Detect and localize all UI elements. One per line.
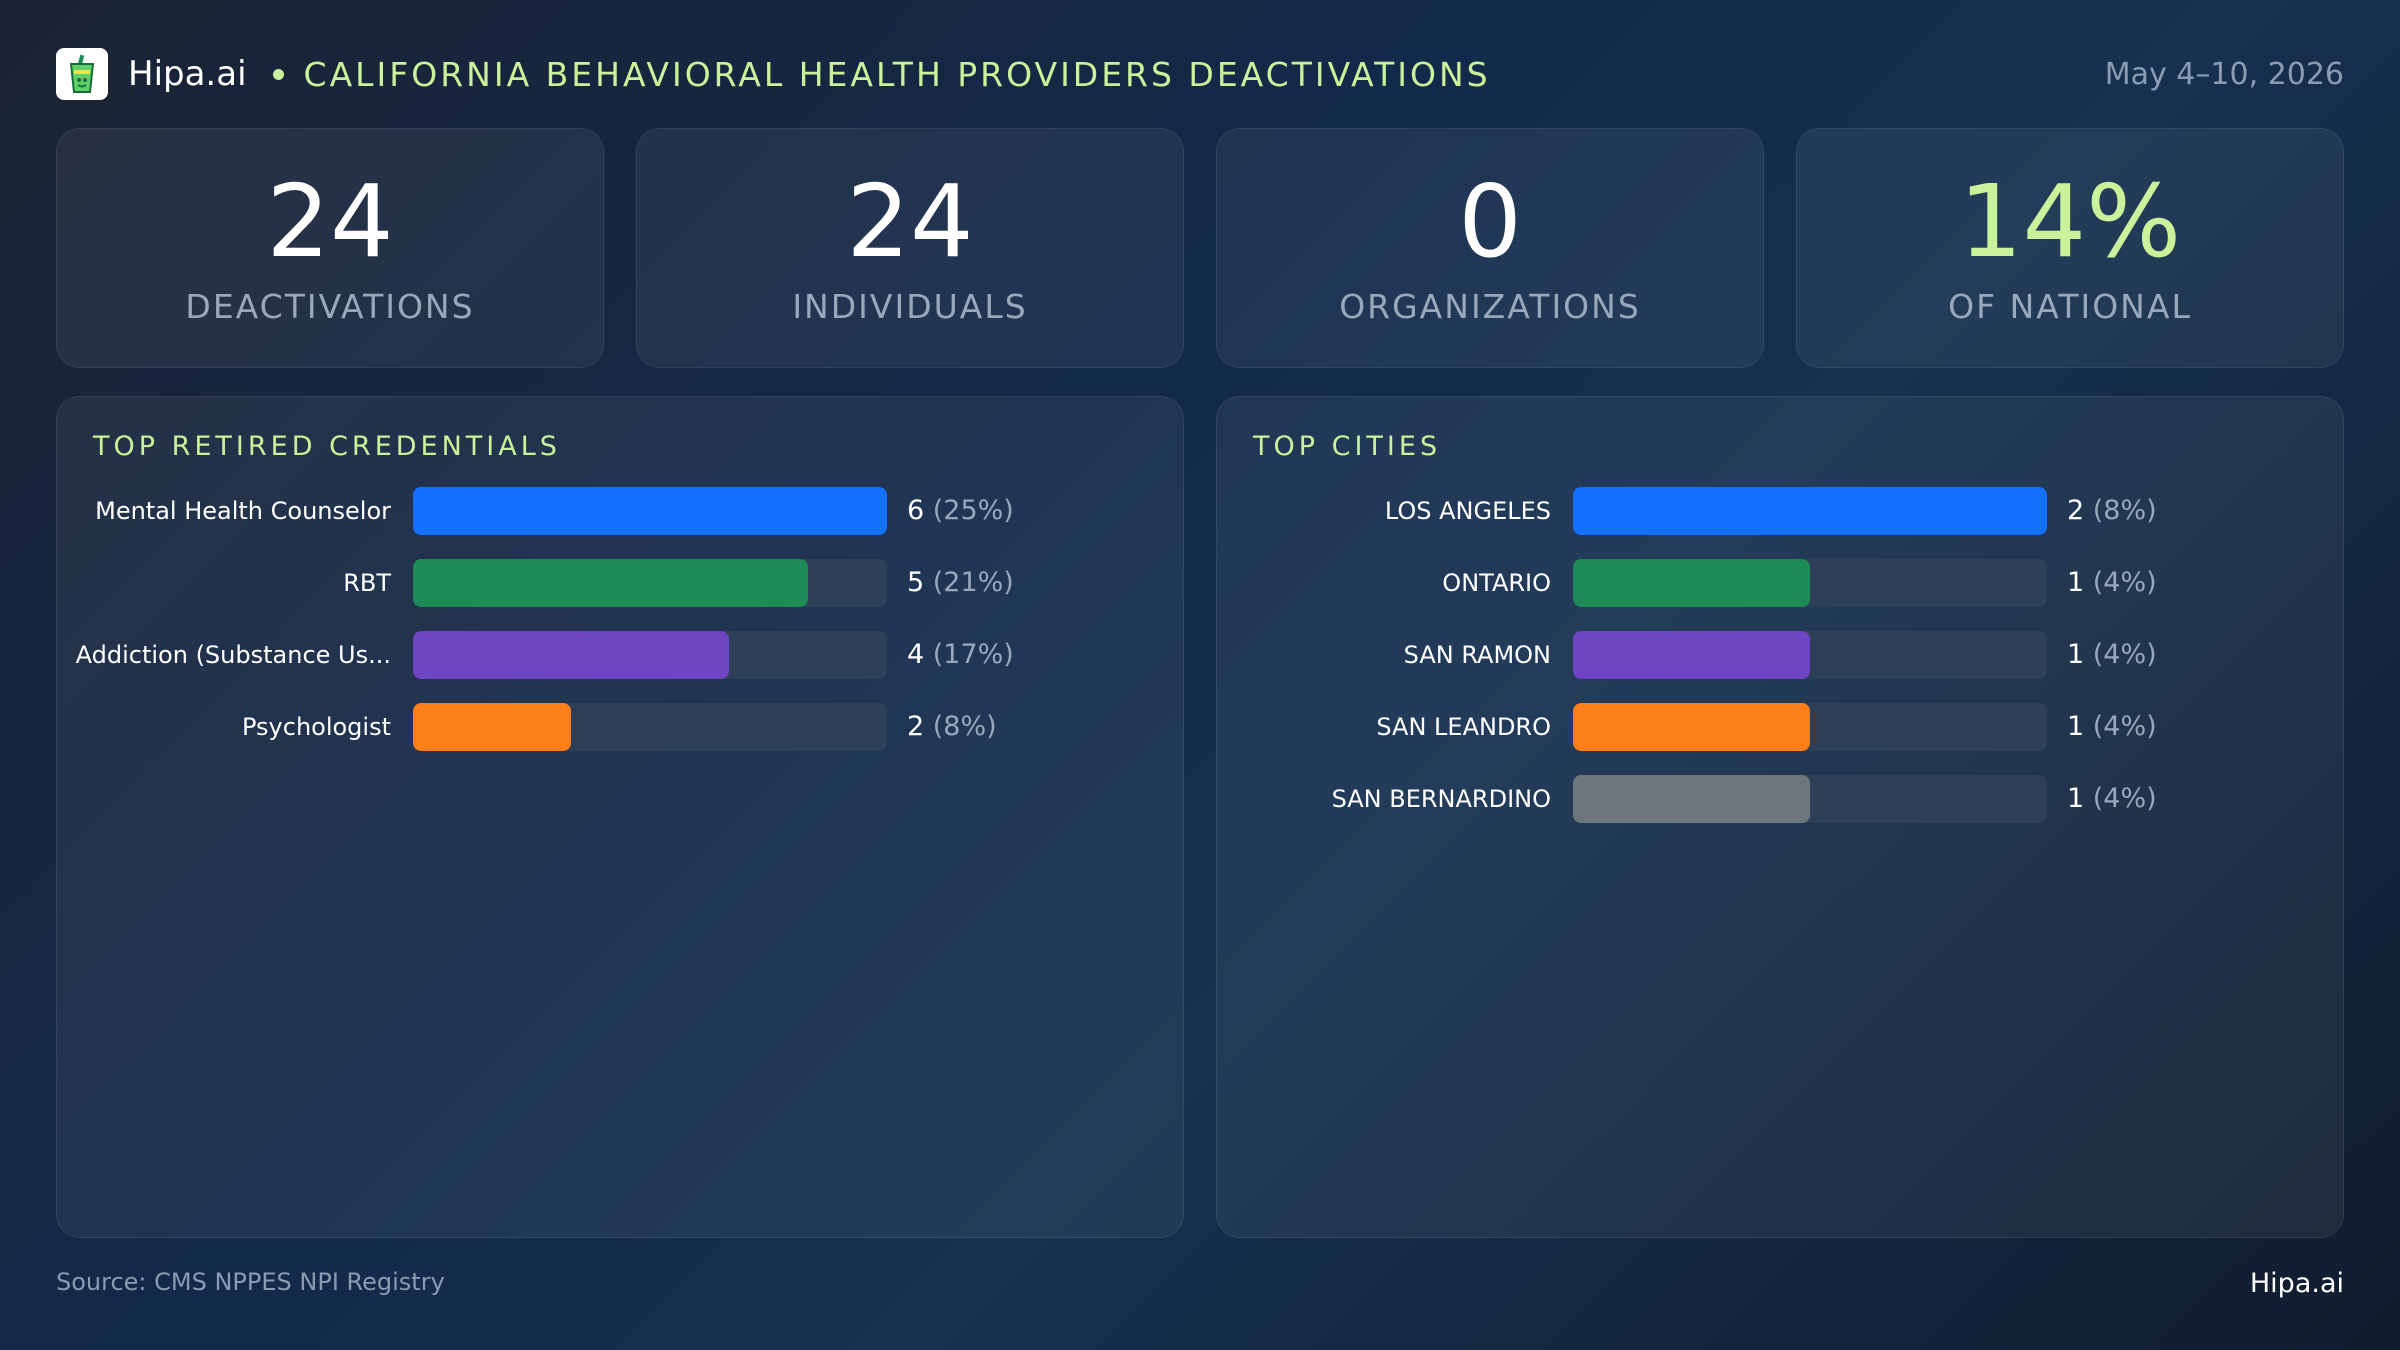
page-title: CALIFORNIA BEHAVIORAL HEALTH PROVIDERS D… — [303, 54, 1491, 94]
separator-dot — [272, 68, 284, 80]
bar-value-label: 6 (25%) — [907, 487, 1014, 535]
bar-track — [1573, 559, 2047, 607]
bar-label: LOS ANGELES — [1384, 497, 1551, 525]
bar-percent: (17%) — [932, 639, 1014, 670]
bar-value-label: 5 (21%) — [907, 559, 1014, 607]
panel-title: TOP RETIRED CREDENTIALS — [93, 431, 561, 462]
bar-value: 1 — [2067, 783, 2093, 814]
bar-value-label: 2 (8%) — [907, 703, 997, 751]
bar — [1573, 487, 2047, 535]
bar-percent: (4%) — [2092, 639, 2157, 670]
kpi-label: INDIVIDUALS — [792, 287, 1028, 326]
kpi-card-individuals: 24 INDIVIDUALS — [636, 128, 1184, 368]
bar — [413, 559, 808, 607]
footer-brand: Hipa.ai — [2249, 1268, 2344, 1299]
kpi-label: OF NATIONAL — [1948, 287, 2192, 326]
bar-row: RBT 5 (21%) — [57, 559, 1183, 607]
bar-track — [413, 631, 887, 679]
header: Hipa.ai CALIFORNIA BEHAVIORAL HEALTH PRO… — [56, 46, 2344, 102]
kpi-label: DEACTIVATIONS — [185, 287, 475, 326]
bar-label: ONTARIO — [1442, 569, 1551, 597]
bar-value-label: 2 (8%) — [2067, 487, 2157, 535]
bar-row: SAN BERNARDINO 1 (4%) — [1217, 775, 2343, 823]
bar-label: SAN LEANDRO — [1376, 713, 1551, 741]
bar-row: Psychologist 2 (8%) — [57, 703, 1183, 751]
bar-track — [1573, 631, 2047, 679]
bar-percent: (4%) — [2092, 783, 2157, 814]
bar-value-label: 1 (4%) — [2067, 559, 2157, 607]
bar-value: 4 — [907, 639, 933, 670]
bar-value: 2 — [2067, 495, 2093, 526]
bar-percent: (4%) — [2092, 567, 2157, 598]
bar-value-label: 4 (17%) — [907, 631, 1014, 679]
cup-icon — [69, 54, 95, 93]
bar-value-label: 1 (4%) — [2067, 703, 2157, 751]
source-note: Source: CMS NPPES NPI Registry — [56, 1268, 445, 1296]
bar — [1573, 775, 1810, 823]
bar — [413, 487, 887, 535]
bar-label: RBT — [343, 569, 391, 597]
bar-row: LOS ANGELES 2 (8%) — [1217, 487, 2343, 535]
kpi-card-organizations: 0 ORGANIZATIONS — [1216, 128, 1764, 368]
bar-value: 5 — [907, 567, 933, 598]
bar-percent: (4%) — [2092, 711, 2157, 742]
bar-value: 2 — [907, 711, 933, 742]
bar-row: Addiction (Substance Us... 4 (17%) — [57, 631, 1183, 679]
bar-label: Psychologist — [241, 713, 391, 741]
bar — [1573, 559, 1810, 607]
cities-panel: TOP CITIES LOS ANGELES 2 (8%) ONTARIO 1 (4%… — [1216, 396, 2344, 1238]
bar-value-label: 1 (4%) — [2067, 775, 2157, 823]
bar-track — [1573, 487, 2047, 535]
bar-value-label: 1 (4%) — [2067, 631, 2157, 679]
bar-value: 1 — [2067, 567, 2093, 598]
bar-percent: (8%) — [932, 711, 997, 742]
bar-value: 1 — [2067, 711, 2093, 742]
bar-label: Mental Health Counselor — [95, 497, 391, 525]
bar-value: 6 — [907, 495, 933, 526]
bar-track — [1573, 703, 2047, 751]
bar-value: 1 — [2067, 639, 2093, 670]
kpi-card-national: 14% OF NATIONAL — [1796, 128, 2344, 368]
bar-label: Addiction (Substance Us... — [75, 641, 391, 669]
kpi-value: 24 — [846, 163, 974, 280]
kpi-card-deactivations: 24 DEACTIVATIONS — [56, 128, 604, 368]
bar-percent: (21%) — [932, 567, 1014, 598]
bar — [413, 703, 571, 751]
brand-name: Hipa.ai — [128, 54, 247, 94]
bar-row: SAN RAMON 1 (4%) — [1217, 631, 2343, 679]
bar-track — [413, 703, 887, 751]
bar-percent: (25%) — [932, 495, 1014, 526]
bar-track — [413, 487, 887, 535]
bar-row: Mental Health Counselor 6 (25%) — [57, 487, 1183, 535]
bar-row: ONTARIO 1 (4%) — [1217, 559, 2343, 607]
bar — [413, 631, 729, 679]
bar-label: SAN RAMON — [1403, 641, 1551, 669]
kpi-value: 24 — [266, 163, 394, 280]
bar-label: SAN BERNARDINO — [1331, 785, 1551, 813]
bar — [1573, 703, 1810, 751]
bar-row: SAN LEANDRO 1 (4%) — [1217, 703, 2343, 751]
panel-title: TOP CITIES — [1253, 431, 1442, 462]
bar — [1573, 631, 1810, 679]
date-range: May 4–10, 2026 — [2104, 56, 2344, 92]
bar-track — [1573, 775, 2047, 823]
bar-percent: (8%) — [2092, 495, 2157, 526]
kpi-value: 14% — [1958, 163, 2182, 280]
kpi-label: ORGANIZATIONS — [1339, 287, 1641, 326]
bar-track — [413, 559, 887, 607]
logo — [56, 48, 108, 100]
credentials-panel: TOP RETIRED CREDENTIALS Mental Health Co… — [56, 396, 1184, 1238]
kpi-value: 0 — [1458, 163, 1522, 280]
